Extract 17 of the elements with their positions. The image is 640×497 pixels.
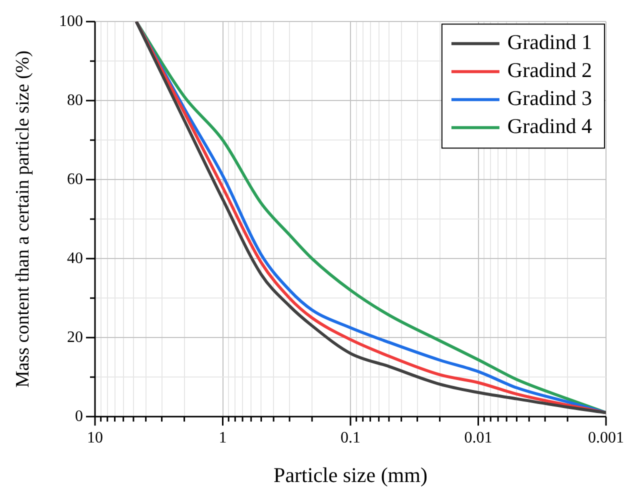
x-tick-label: 0.1 xyxy=(340,429,360,446)
y-tick-label: 0 xyxy=(75,408,83,425)
legend-label: Gradind 2 xyxy=(507,58,592,82)
y-tick-label: 100 xyxy=(59,12,83,30)
y-tick-label: 80 xyxy=(67,92,83,109)
legend-label: Gradind 1 xyxy=(507,30,592,54)
x-tick-label: 0.001 xyxy=(588,429,624,446)
x-tick-label: 0.01 xyxy=(464,429,492,446)
legend-label: Gradind 3 xyxy=(507,86,592,110)
x-tick-label: 1 xyxy=(218,429,227,446)
legend-label: Gradind 4 xyxy=(507,114,592,138)
y-tick-label: 20 xyxy=(67,328,83,346)
y-axis-title: Mass content than a certain particle size (%) xyxy=(12,50,34,388)
y-tick-label: 60 xyxy=(67,170,83,188)
y-tick-label: 40 xyxy=(67,250,83,267)
x-axis-title: Particle size (mm) xyxy=(274,462,428,487)
x-tick-label: 10 xyxy=(87,429,103,446)
